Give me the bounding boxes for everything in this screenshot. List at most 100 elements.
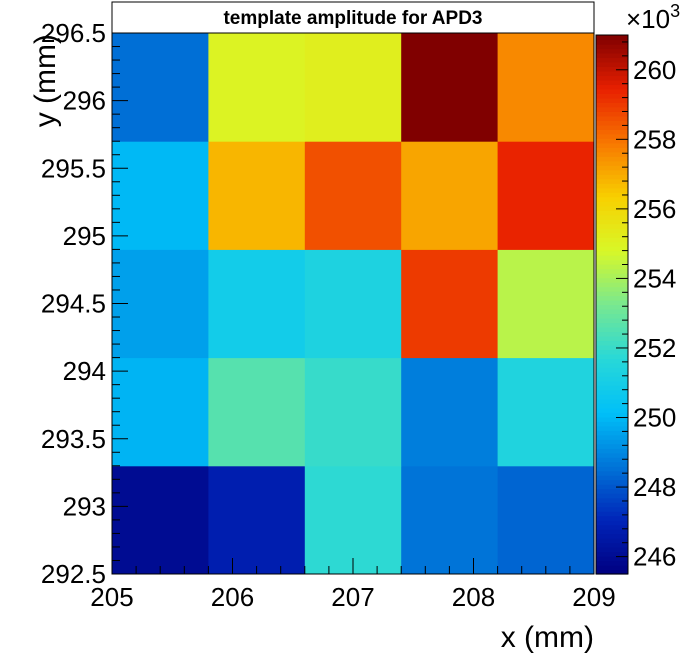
colorbar-swatch [596, 322, 628, 328]
heatmap-cell [208, 465, 306, 575]
colorbar-swatch [596, 277, 628, 283]
heatmap-cell [304, 249, 402, 359]
colorbar-swatch [596, 174, 628, 180]
colorbar-swatch [596, 515, 628, 521]
heatmap-cell [401, 141, 499, 250]
colorbar-tick-label: 260 [633, 55, 676, 85]
colorbar-swatch [596, 371, 628, 377]
colorbar-swatch [596, 228, 628, 234]
colorbar-swatch [596, 520, 628, 526]
y-tick-label: 296 [63, 86, 106, 116]
colorbar-swatch [596, 331, 628, 337]
x-axis-title: x (mm) [501, 621, 594, 654]
colorbar-swatch [596, 75, 628, 81]
heatmap-cell [497, 465, 595, 575]
colorbar-swatch [596, 340, 628, 346]
colorbar-swatch [596, 556, 628, 562]
colorbar-swatch [596, 385, 628, 391]
y-axis-title: y (mm) [29, 34, 62, 127]
colorbar-swatch [596, 48, 628, 54]
colorbar-swatch [596, 295, 628, 301]
colorbar-multiplier: ×103 [626, 1, 680, 34]
colorbar-swatch [596, 479, 628, 485]
y-axis-ticks [112, 32, 128, 575]
colorbar-swatch [596, 506, 628, 512]
heatmap-cell [112, 33, 209, 142]
heatmap-cell [401, 465, 499, 575]
colorbar-swatch [596, 111, 628, 117]
colorbar-swatch [596, 264, 628, 270]
heatmap-cell [497, 357, 595, 467]
colorbar-swatch [596, 219, 628, 225]
colorbar-swatch [596, 317, 628, 324]
colorbar-tick-labels: 246 248 250 252 254 256 258 260 [633, 55, 676, 572]
colorbar-swatch [596, 439, 628, 445]
colorbar-swatch [596, 542, 628, 548]
colorbar-tick-label: 254 [633, 263, 676, 293]
colorbar-swatch [596, 313, 628, 319]
heatmap-cell [304, 357, 402, 467]
colorbar-swatch [596, 273, 628, 279]
chart-title: template amplitude for APD3 [223, 8, 482, 29]
colorbar-swatch [596, 398, 628, 404]
colorbar-swatch [596, 461, 628, 467]
colorbar-swatch [596, 394, 628, 400]
y-tick-label: 294.5 [41, 289, 106, 319]
colorbar-swatch [596, 407, 628, 413]
colorbar-swatch [596, 551, 628, 557]
colorbar-swatch [596, 326, 628, 333]
y-tick-label: 296.5 [41, 18, 106, 48]
colorbar-swatch [596, 214, 628, 220]
colorbar-swatch [596, 156, 628, 162]
colorbar-swatch [596, 196, 628, 202]
x-tick-label: 209 [572, 582, 615, 612]
colorbar-swatch [596, 282, 628, 288]
colorbar-swatch [596, 138, 628, 144]
colorbar-swatch [596, 291, 628, 297]
colorbar-swatch [596, 308, 628, 315]
colorbar-ticks [616, 41, 628, 558]
colorbar-swatch [596, 205, 628, 211]
colorbar-swatch [596, 547, 628, 553]
colorbar-swatch [596, 443, 628, 449]
colorbar-swatch [596, 259, 628, 265]
colorbar-swatch [596, 70, 628, 77]
heatmap-cell [304, 33, 402, 142]
x-axis-tick-labels: 205 206 207 208 209 [90, 582, 615, 612]
heatmap-cell [304, 465, 402, 575]
colorbar-swatch [596, 268, 628, 274]
colorbar-swatch [596, 412, 628, 418]
colorbar-swatch [596, 178, 628, 184]
y-tick-label: 294 [63, 356, 106, 386]
colorbar-swatch [596, 52, 628, 59]
colorbar-swatch [596, 538, 628, 544]
heatmap-cell [401, 249, 499, 359]
colorbar-swatch [596, 349, 628, 355]
colorbar-swatch [596, 502, 628, 508]
colorbar-tick-label: 258 [633, 124, 676, 154]
heatmap-cell [208, 357, 306, 467]
colorbar-swatch [596, 93, 628, 99]
colorbar-tick-label: 250 [633, 403, 676, 433]
colorbar-swatch [596, 389, 628, 395]
colorbar-tick-label: 256 [633, 194, 676, 224]
colorbar-swatch [596, 102, 628, 108]
y-tick-label: 295.5 [41, 153, 106, 183]
colorbar-swatch [596, 237, 628, 243]
colorbar-swatch [596, 335, 628, 342]
x-tick-label: 206 [211, 582, 254, 612]
colorbar-swatch [596, 448, 628, 454]
colorbar-swatch [596, 255, 628, 261]
colorbar-tick-label: 248 [633, 472, 676, 502]
colorbar-swatch [596, 241, 628, 247]
colorbar-swatch [596, 569, 628, 575]
colorbar-tick-label: 252 [633, 333, 676, 363]
colorbar-swatch [596, 97, 628, 103]
x-tick-label: 205 [90, 582, 133, 612]
colorbar-swatch [596, 120, 628, 126]
colorbar-exponent: 3 [670, 1, 680, 21]
x-tick-label: 208 [452, 582, 495, 612]
colorbar-swatch [596, 425, 628, 431]
colorbar-swatch [596, 147, 628, 153]
colorbar-swatch [596, 380, 628, 386]
